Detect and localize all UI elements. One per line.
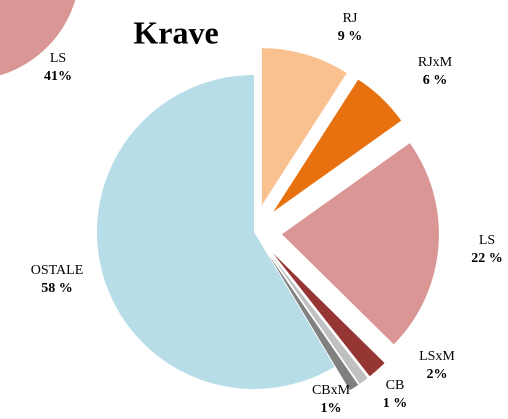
pie-slice: [281, 143, 439, 345]
slice-label: CB: [386, 378, 405, 393]
slice-value: 9 %: [338, 29, 363, 44]
pie-slice: [261, 48, 347, 206]
slice-label: CBxM: [312, 383, 351, 398]
slice-value: 6 %: [423, 73, 448, 88]
pie-slice: [273, 79, 402, 212]
slice-label: OSTALE: [31, 263, 84, 278]
slice-label: RJxM: [418, 55, 453, 70]
slice-value: 41%: [44, 69, 72, 84]
slice-value: 1%: [321, 401, 342, 416]
slice-value: 58 %: [41, 281, 73, 296]
pie-slice: [272, 252, 385, 377]
pie-slice: [270, 254, 368, 384]
slice-value: 22 %: [471, 251, 503, 266]
slice-value: 2%: [427, 367, 448, 382]
slice-label: RJ: [343, 11, 358, 26]
pie-slice: [269, 255, 359, 391]
chart-title: Krave: [133, 14, 218, 50]
slice-label: LS: [479, 233, 495, 248]
slice-label: LS: [50, 51, 66, 66]
pie-slice: [0, 0, 76, 76]
slice-label: LSxM: [419, 349, 455, 364]
slice-value: 1 %: [383, 396, 408, 411]
pie-slice: [97, 74, 335, 389]
